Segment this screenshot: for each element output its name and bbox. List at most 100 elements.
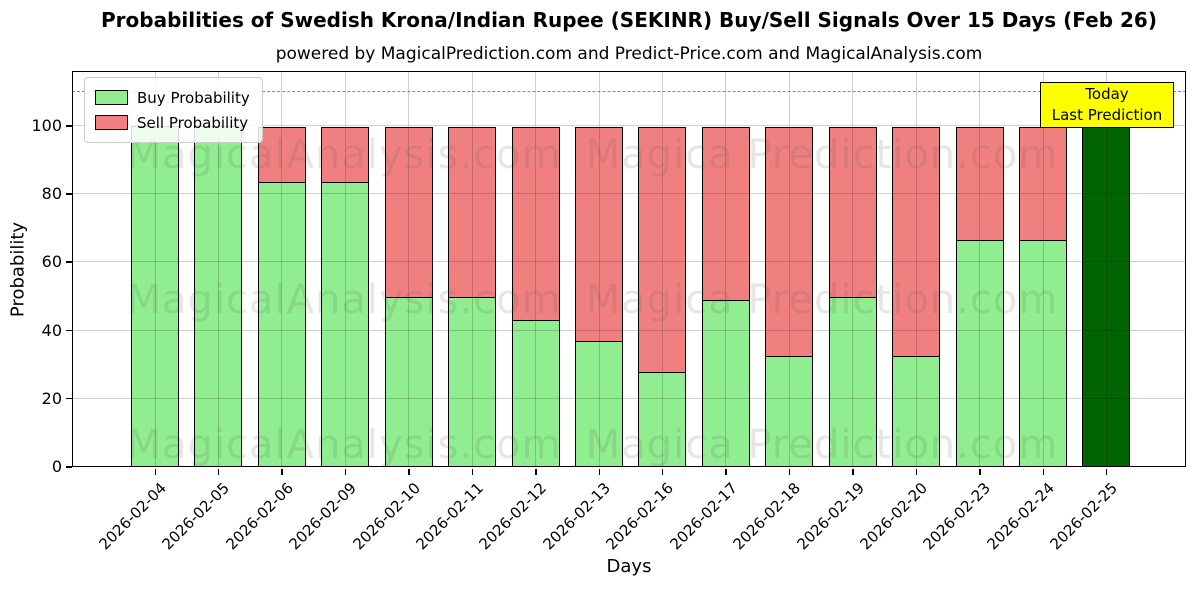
y-tick-label-20: 20 [41,388,62,408]
bar-sell-2026-02-06 [257,127,306,184]
gridline-v-2026-02-12 [535,71,537,467]
x-tick-2026-02-12 [535,468,537,475]
x-tick-2026-02-20 [915,468,918,475]
bar-buy-2026-02-13 [575,340,623,467]
x-tick-2026-02-17 [725,468,727,475]
x-tick-2026-02-10 [408,468,410,475]
x-tick-label-2026-02-17: 2026-02-17 [666,479,741,554]
x-tick-2026-02-18 [788,468,791,475]
y-tick-label-60: 60 [41,252,62,272]
gridline-v-2026-02-18 [788,71,790,467]
x-tick-label-2026-02-20: 2026-02-20 [856,479,931,554]
y-tick-label-100: 100 [31,116,62,135]
x-tick-label-2026-02-16: 2026-02-16 [602,479,678,554]
bar-sell-2026-02-24 [1019,127,1068,242]
bar-buy-2026-02-05 [194,126,243,467]
gridline-v-2026-02-10 [408,71,410,467]
y-tick-100 [66,125,72,127]
gridline-v-2026-02-23 [979,71,981,467]
x-tick-2026-02-13 [598,468,600,475]
plot-area: Buy Probability Sell Probability Today L… [72,71,1186,468]
chart-subtitle: powered by MagicalPrediction.com and Pre… [275,44,983,64]
x-tick-2026-02-09 [344,468,347,475]
x-axis-label: Days [606,556,652,577]
watermark-right-2: Magica Prediction.com [585,422,1059,468]
legend: Buy Probability Sell Probability [84,77,263,143]
legend-swatch-buy-icon [95,90,128,105]
bar-sell-2026-02-19 [828,127,877,298]
bar-buy-2026-02-16 [638,371,687,467]
x-tick-label-2026-02-12: 2026-02-12 [475,479,551,554]
gridline-h-100 [72,125,1186,126]
legend-item-sell: Sell Probability [95,110,250,135]
x-tick-2026-02-25 [1105,468,1108,475]
bar-buy-2026-02-17 [701,299,750,467]
dashed-line-110 [72,90,1186,92]
x-tick-label-2026-02-06: 2026-02-06 [222,479,297,554]
chart-title: Probabilities of Swedish Krona/Indian Ru… [101,8,1157,32]
gridline-v-2026-02-09 [344,71,346,467]
today-annotation-line2: Last Prediction [1051,106,1163,124]
gridline-v-2026-02-17 [725,71,727,467]
legend-item-buy: Buy Probability [95,85,250,110]
gridline-v-2026-02-04 [154,71,156,467]
bar-sell-2026-02-13 [575,127,623,342]
gridline-h-20 [72,397,1186,399]
y-tick-20 [66,397,72,400]
bar-sell-2026-02-23 [955,127,1004,242]
legend-swatch-sell-icon [95,115,128,130]
watermark-right-1: Magica Prediction.com [585,277,1059,323]
bar-sell-2026-02-12 [511,127,560,322]
x-tick-2026-02-19 [852,468,854,475]
bar-sell-2026-02-20 [892,127,941,358]
x-tick-2026-02-06 [281,468,283,475]
bar-buy-2026-02-18 [765,356,814,467]
bar-sell-2026-02-09 [321,127,370,184]
x-tick-2026-02-04 [154,468,156,475]
x-tick-2026-02-16 [661,468,664,475]
bar-buy-2026-02-25 [1082,126,1131,467]
watermark-left-1: MagicalAnalysis.com [126,277,562,323]
y-tick-0 [66,466,72,468]
gridline-v-2026-02-11 [471,71,473,467]
gridline-v-2026-02-05 [217,71,219,467]
legend-label-sell: Sell Probability [137,113,249,132]
bar-sell-2026-02-17 [701,127,750,301]
bar-sell-2026-02-10 [384,127,433,298]
gridline-v-2026-02-13 [598,71,600,467]
y-tick-label-80: 80 [41,184,62,204]
gridline-v-2026-02-16 [661,71,663,467]
bar-buy-2026-02-12 [511,320,560,467]
gridline-v-2026-02-24 [1042,71,1044,467]
x-tick-label-2026-02-18: 2026-02-18 [729,479,805,554]
bar-buy-2026-02-20 [892,356,941,467]
today-annotation-line1: Today [1085,85,1129,103]
x-tick-label-2026-02-10: 2026-02-10 [349,479,424,554]
x-tick-2026-02-11 [471,468,474,475]
y-tick-80 [66,193,72,195]
y-tick-60 [66,261,72,263]
y-tick-label-40: 40 [41,320,62,340]
gridline-h-80 [72,193,1186,195]
watermark-right-0: Magica Prediction.com [585,132,1059,178]
x-tick-label-2026-02-19: 2026-02-19 [793,479,868,554]
gridline-h-40 [72,329,1186,331]
x-tick-label-2026-02-24: 2026-02-24 [983,479,1058,554]
x-tick-2026-02-24 [1042,468,1045,475]
gridline-v-2026-02-25 [1105,71,1107,467]
gridline-v-2026-02-06 [281,71,283,467]
bar-buy-2026-02-19 [828,296,877,467]
gridline-v-2026-02-19 [852,71,854,467]
x-tick-label-2026-02-11: 2026-02-11 [412,479,487,554]
x-tick-label-2026-02-23: 2026-02-23 [919,479,995,554]
bar-buy-2026-02-11 [448,296,497,467]
x-tick-label-2026-02-04: 2026-02-04 [95,479,170,554]
x-tick-label-2026-02-05: 2026-02-05 [158,479,234,554]
bar-buy-2026-02-23 [955,240,1004,467]
bar-buy-2026-02-10 [384,296,433,467]
x-tick-label-2026-02-13: 2026-02-13 [539,479,614,554]
x-tick-2026-02-23 [979,468,981,475]
watermark-left-2: MagicalAnalysis.com [126,422,562,468]
gridline-h-60 [72,261,1186,263]
